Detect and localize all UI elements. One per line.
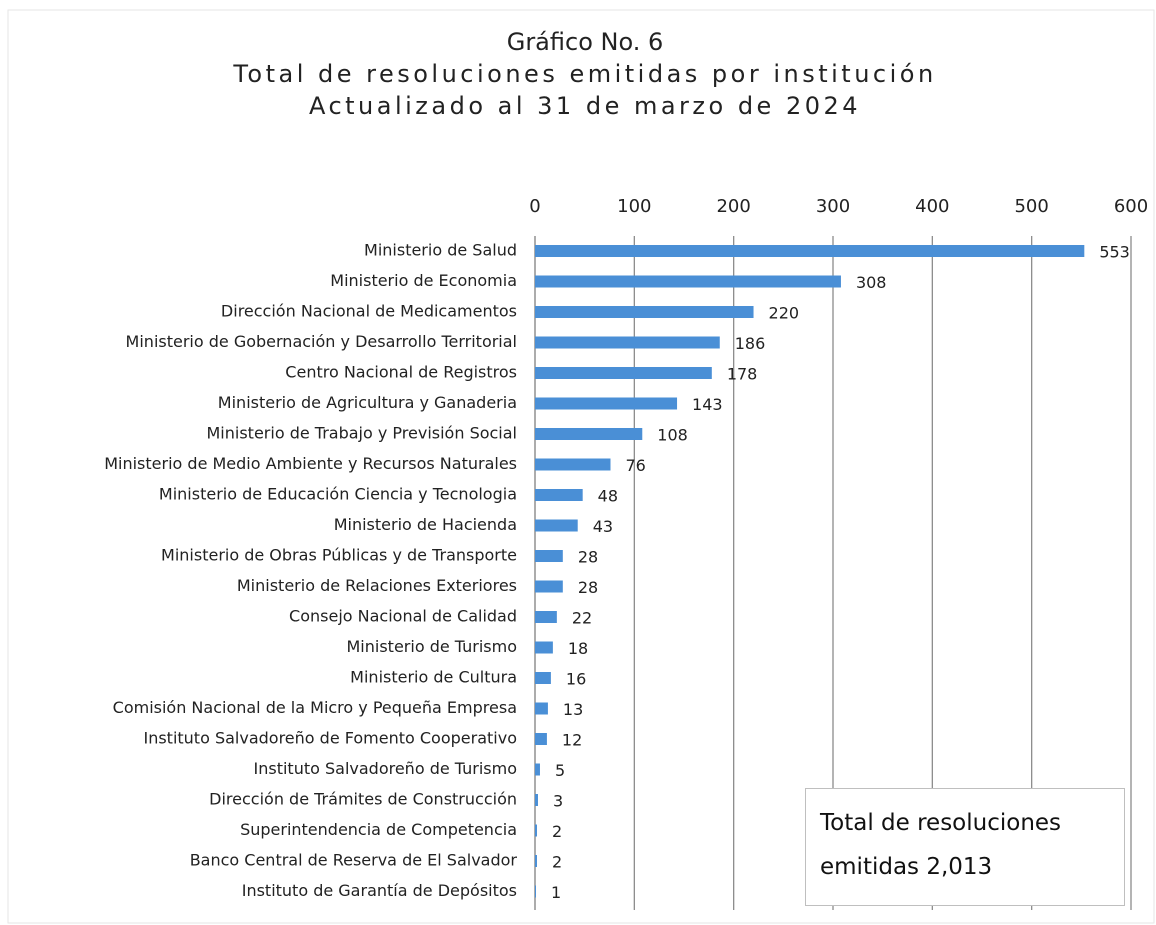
value-label: 308 — [856, 273, 887, 292]
y-tick-label: Ministerio de Gobernación y Desarrollo T… — [126, 332, 517, 351]
value-label: 3 — [553, 792, 563, 811]
bar — [535, 550, 563, 562]
bar — [535, 245, 1085, 257]
value-label: 12 — [562, 731, 582, 750]
value-label: 28 — [578, 578, 598, 597]
bar — [535, 763, 540, 776]
bar — [535, 458, 611, 471]
x-tick-label: 300 — [816, 196, 850, 217]
value-label: 13 — [563, 700, 583, 719]
y-tick-label: Ministerio de Turismo — [347, 637, 518, 656]
y-tick-label: Ministerio de Educación Ciencia y Tecnol… — [159, 485, 517, 504]
bar — [535, 824, 537, 837]
bar — [535, 855, 537, 867]
y-tick-label: Ministerio de Economia — [330, 271, 517, 290]
y-tick-label: Instituto Salvadoreño de Turismo — [254, 759, 518, 778]
value-label: 143 — [692, 395, 723, 414]
y-tick-label: Ministerio de Hacienda — [334, 515, 517, 534]
bar — [535, 428, 643, 440]
frame — [7, 9, 1155, 924]
y-tick-label: Ministerio de Obras Públicas y de Transp… — [161, 546, 517, 565]
bar — [535, 519, 578, 532]
value-label: 22 — [572, 609, 592, 628]
y-tick-label: Ministerio de Relaciones Exteriores — [237, 576, 517, 595]
value-label: 76 — [625, 456, 645, 475]
annotation: Total de resoluciones emitidas 2,013 — [805, 788, 1125, 906]
y-tick-label: Ministerio de Cultura — [350, 668, 517, 687]
value-label: 186 — [735, 334, 766, 353]
bar — [535, 672, 551, 684]
x-tick-label: 200 — [716, 196, 750, 217]
y-tick-label: Ministerio de Agricultura y Ganaderia — [218, 393, 517, 412]
value-label: 18 — [568, 639, 588, 658]
value-label: 28 — [578, 548, 598, 567]
y-tick-label: Comisión Nacional de la Micro y Pequeña … — [113, 698, 517, 717]
y-tick-label: Consejo Nacional de Calidad — [289, 607, 517, 626]
bar — [535, 397, 678, 410]
y-tick-label: Centro Nacional de Registros — [285, 363, 517, 382]
value-label: 1 — [551, 883, 561, 902]
bar — [535, 733, 547, 745]
bar — [535, 794, 538, 806]
bar — [535, 702, 548, 715]
value-label: 5 — [555, 761, 565, 780]
bar — [535, 306, 754, 318]
bar — [535, 489, 583, 501]
y-tick-label: Superintendencia de Competencia — [240, 820, 517, 839]
bar — [535, 885, 536, 898]
value-label: 16 — [566, 670, 586, 689]
bar — [535, 336, 720, 349]
y-tick-label: Banco Central de Reserva de El Salvador — [190, 851, 518, 870]
x-tick-label: 600 — [1114, 196, 1148, 217]
chart-subtitle: Actualizado al 31 de marzo de 2024 — [309, 92, 861, 120]
value-label: 43 — [593, 517, 613, 536]
value-label: 48 — [598, 487, 618, 506]
chart-subtitle: Total de resoluciones emitidas por insti… — [232, 60, 936, 88]
y-tick-label: Ministerio de Medio Ambiente y Recursos … — [104, 454, 517, 473]
chart-title: Gráfico No. 6 — [507, 28, 664, 56]
y-tick-label: Ministerio de Trabajo y Previsión Social — [207, 424, 518, 443]
value-label: 553 — [1099, 243, 1130, 262]
x-tick-label: 500 — [1014, 196, 1048, 217]
value-label: 220 — [769, 304, 800, 323]
y-tick-label: Dirección Nacional de Medicamentos — [221, 302, 517, 321]
y-tick-label: Instituto Salvadoreño de Fomento Coopera… — [143, 729, 517, 748]
value-label: 2 — [552, 822, 562, 841]
x-tick-label: 100 — [617, 196, 651, 217]
y-tick-label: Ministerio de Salud — [364, 241, 517, 260]
x-tick-label: 0 — [529, 196, 540, 217]
value-label: 108 — [657, 426, 688, 445]
bar — [535, 275, 841, 288]
y-tick-label: Dirección de Trámites de Construcción — [209, 790, 517, 809]
x-tick-label: 400 — [915, 196, 949, 217]
value-label: 178 — [727, 365, 758, 384]
bar — [535, 580, 563, 593]
bar — [535, 641, 553, 654]
value-label: 2 — [552, 853, 562, 872]
bar — [535, 367, 712, 379]
bar — [535, 611, 557, 623]
y-tick-label: Instituto de Garantía de Depósitos — [242, 881, 517, 900]
